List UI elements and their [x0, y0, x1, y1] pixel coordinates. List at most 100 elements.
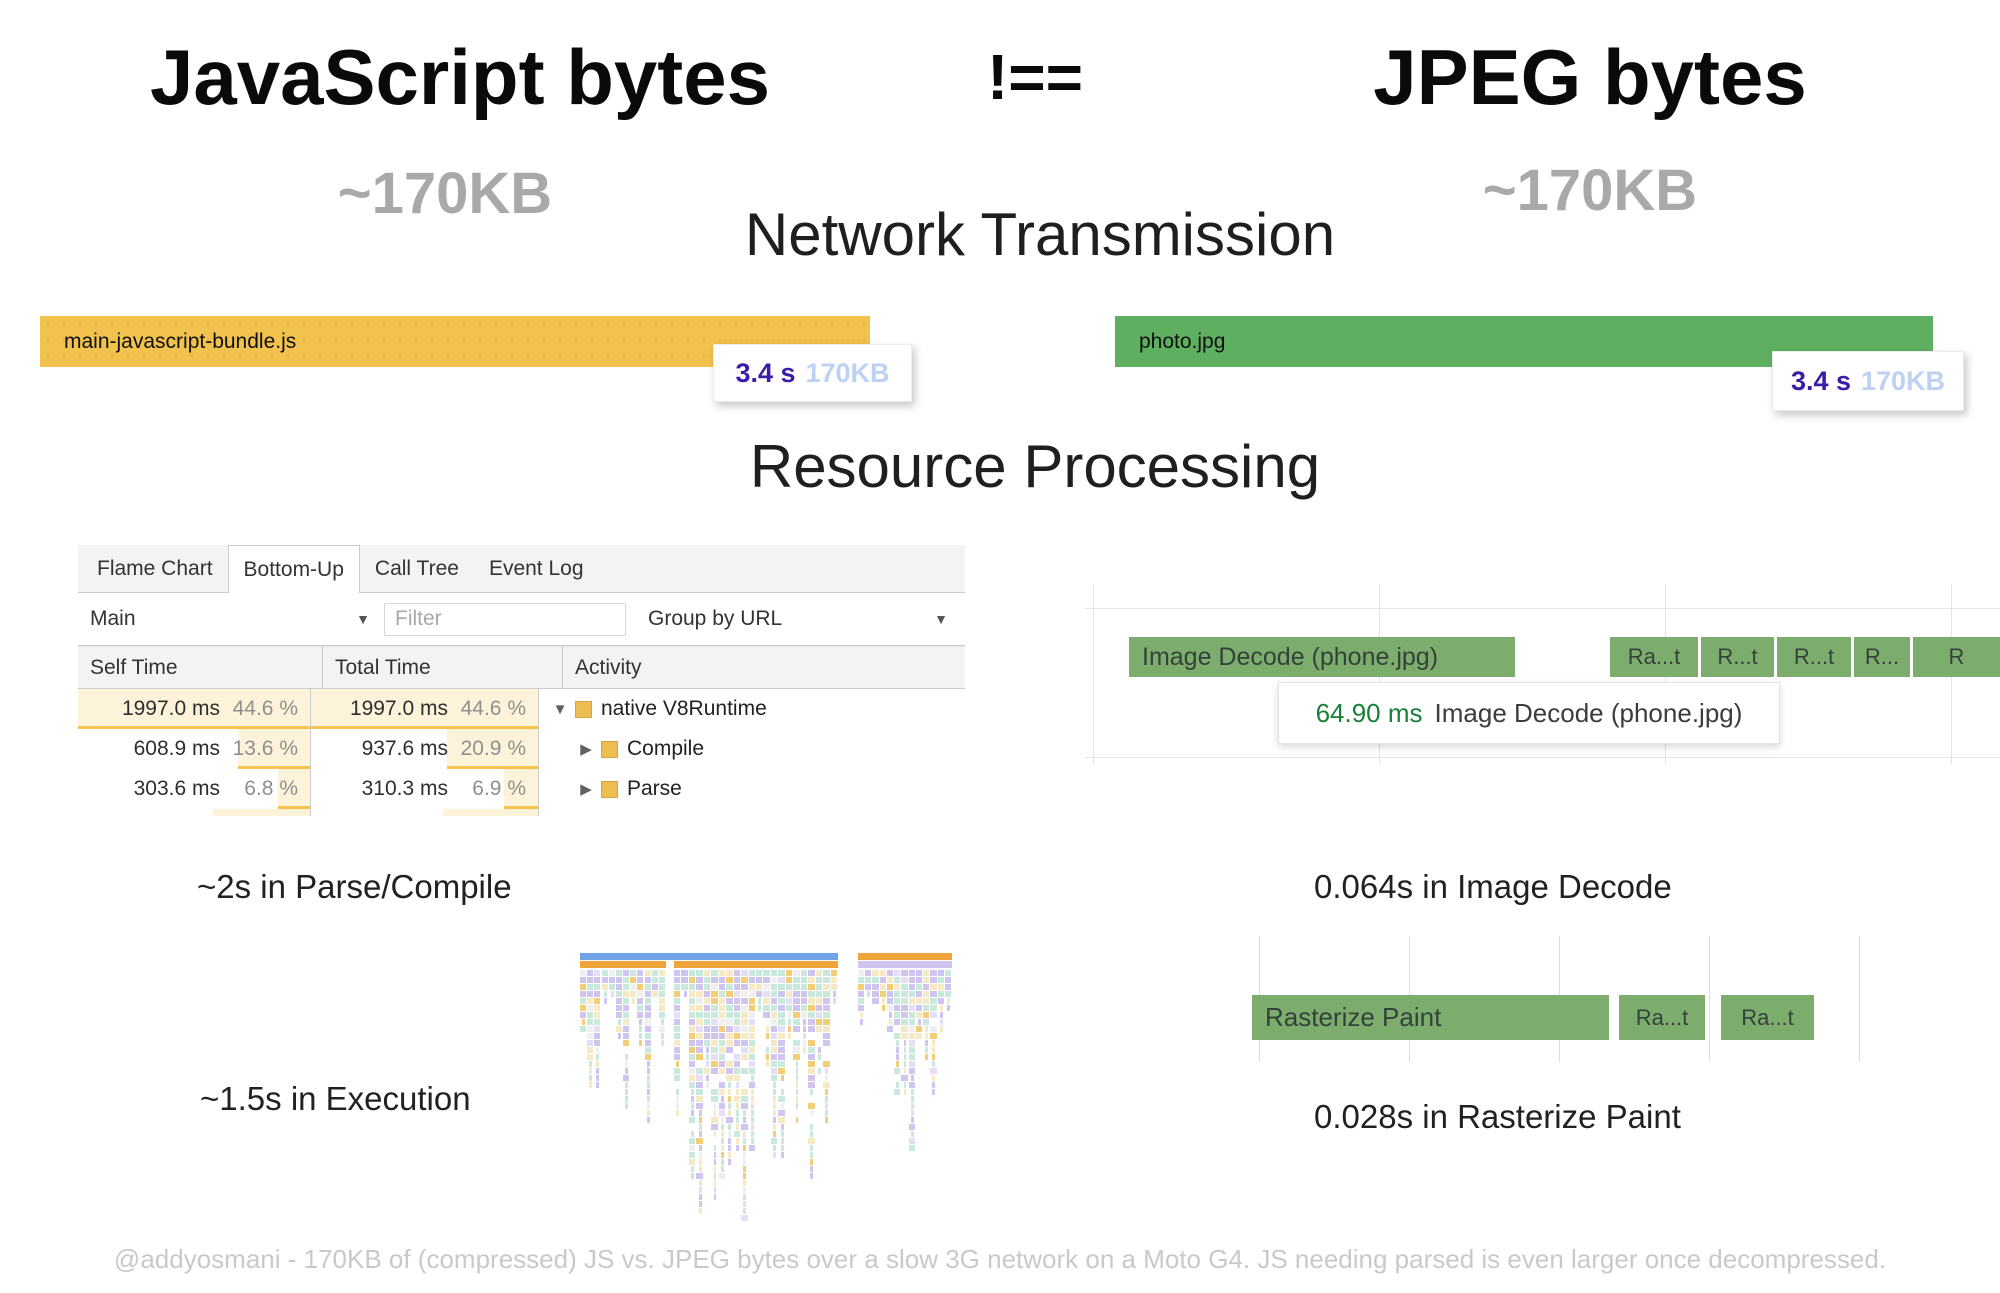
thread-select[interactable]: Main ▼ [78, 607, 370, 631]
raster-task-bar[interactable]: R... [1854, 637, 1910, 677]
column-total-time[interactable]: Total Time [323, 647, 563, 688]
flame-block [903, 1054, 907, 1060]
flame-block [703, 1012, 711, 1018]
flame-block [743, 1145, 747, 1151]
self-time-cell [78, 809, 311, 816]
flame-block [674, 961, 838, 968]
flame-block [858, 953, 952, 960]
flame-block [743, 1208, 747, 1214]
flame-block [603, 991, 607, 997]
flame-block [688, 1040, 696, 1046]
flame-block [713, 1131, 717, 1137]
flame-block [741, 1096, 748, 1102]
flame-block [728, 1131, 732, 1137]
flame-block [896, 1054, 900, 1060]
raster-task-bar[interactable]: Ra...t [1619, 995, 1705, 1040]
rasterize-paint-bar[interactable]: Rasterize Paint [1252, 995, 1609, 1040]
column-self-time[interactable]: Self Time [78, 647, 323, 688]
flame-block [915, 1005, 923, 1011]
flame-block [908, 1026, 915, 1032]
filter-input[interactable] [384, 602, 626, 636]
flame-block [800, 998, 808, 1004]
activity-cell: ▶ Compile [539, 729, 965, 769]
time-highlight [311, 689, 538, 729]
flame-block [589, 1082, 593, 1088]
flame-block [587, 970, 594, 976]
raster-task-bar[interactable]: Ra...t [1721, 995, 1814, 1040]
flame-block [735, 1103, 739, 1109]
flame-block [720, 1117, 724, 1123]
flame-block [748, 1082, 755, 1088]
flame-block [802, 1019, 806, 1025]
flame-block [815, 998, 823, 1004]
flame-block [756, 977, 763, 983]
expander-icon[interactable]: ▶ [580, 781, 592, 798]
flame-block [793, 991, 800, 997]
flame-block [594, 984, 601, 990]
flame-block [894, 998, 901, 1004]
raster-task-bar[interactable]: Ra...t [1610, 637, 1698, 677]
flame-block [698, 1145, 702, 1151]
tab-bottom-up[interactable]: Bottom-Up [227, 545, 360, 593]
flame-block [615, 984, 622, 990]
flame-block [808, 1054, 815, 1060]
flame-block [894, 1012, 901, 1018]
flame-block [743, 1180, 747, 1186]
activity-color-swatch [601, 740, 618, 758]
flame-block [594, 1005, 601, 1011]
flame-block [823, 1026, 830, 1032]
activity-label: Compile [627, 737, 705, 760]
column-activity[interactable]: Activity [575, 656, 642, 679]
flame-block [830, 984, 837, 990]
flame-block [910, 1110, 914, 1116]
image-decode-bar[interactable]: Image Decode (phone.jpg) [1129, 637, 1515, 677]
flame-block [908, 1012, 915, 1018]
jpeg-transfer-time: 3.4 s [1790, 365, 1851, 396]
group-by-select[interactable]: Group by URL ▼ [648, 607, 948, 631]
flame-block [623, 977, 630, 983]
flame-block [785, 991, 793, 997]
flame-block [808, 1005, 815, 1011]
flame-block [743, 1110, 747, 1116]
raster-task-bar[interactable]: R...t [1701, 637, 1774, 677]
flame-block [770, 998, 778, 1004]
flame-block [587, 1019, 594, 1025]
flame-block [778, 991, 785, 997]
table-row[interactable]: 303.6 ms 6.8 % 310.3 ms 6.9 % ▶ Parse [78, 769, 965, 809]
flame-block [743, 1152, 747, 1158]
resource-processing-heading: Resource Processing [749, 433, 1321, 500]
tab-flame-chart[interactable]: Flame Chart [97, 557, 213, 580]
flame-block [937, 991, 944, 997]
flame-block [780, 1131, 784, 1137]
raster-task-bar[interactable]: R [1913, 637, 2000, 677]
self-time-value: 608.9 ms [133, 737, 220, 760]
expander-icon[interactable]: ▼ [552, 700, 568, 718]
raster-task-bar[interactable]: R...t [1777, 637, 1851, 677]
flame-block [773, 1117, 777, 1123]
flame-block [698, 1117, 702, 1123]
flame-block [795, 1068, 799, 1074]
flame-block [646, 1068, 650, 1074]
flame-block [711, 1047, 718, 1053]
tab-call-tree[interactable]: Call Tree [374, 557, 459, 580]
flame-block [937, 977, 944, 983]
flame-block [644, 1047, 651, 1053]
flame-block [810, 1145, 814, 1151]
tab-event-log[interactable]: Event Log [488, 557, 584, 580]
flame-block [825, 1075, 829, 1081]
flame-block [688, 1047, 696, 1053]
flame-block [908, 984, 915, 990]
flame-block [872, 998, 879, 1004]
flame-block [758, 1005, 762, 1011]
jpeg-bytes-title: JPEG bytes [1373, 33, 1807, 121]
flame-block [674, 991, 681, 997]
jpeg-filename: photo.jpg [1139, 329, 1226, 353]
flame-block [630, 991, 637, 997]
flame-block [808, 1103, 815, 1109]
flame-block [637, 991, 644, 997]
table-row[interactable]: 608.9 ms 13.6 % 937.6 ms 20.9 % ▶ Compil… [78, 729, 965, 769]
flame-block [748, 1068, 755, 1074]
expander-icon[interactable]: ▶ [580, 741, 592, 758]
table-row[interactable]: 1997.0 ms 44.6 % 1997.0 ms 44.6 % ▼ nati… [78, 689, 965, 729]
flame-block [915, 970, 923, 976]
